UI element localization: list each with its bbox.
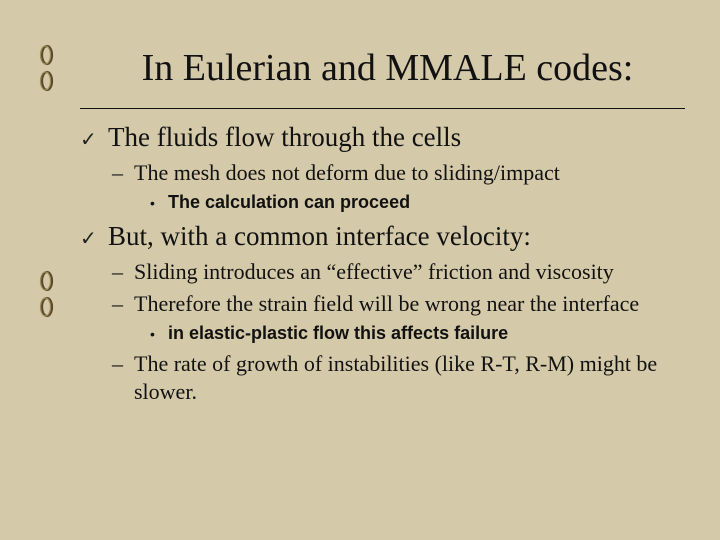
presentation-slide: In Eulerian and MMALE codes: ✓ The fluid…: [0, 0, 720, 540]
list-item-text: in elastic-plastic flow this affects fai…: [168, 322, 508, 345]
slide-body: ✓ The fluids flow through the cells – Th…: [80, 121, 685, 406]
list-item: • in elastic-plastic flow this affects f…: [150, 322, 685, 345]
binder-ring-icon: [38, 296, 54, 318]
list-item: – The rate of growth of instabilities (l…: [112, 350, 685, 406]
list-item-text: Therefore the strain field will be wrong…: [134, 290, 639, 318]
dash-icon: –: [112, 160, 134, 186]
binder-ring-icon: [38, 44, 54, 66]
check-icon: ✓: [80, 226, 108, 251]
list-item: – Sliding introduces an “effective” fric…: [112, 258, 685, 286]
binder-ring-icon: [38, 270, 54, 292]
list-item: ✓ But, with a common interface velocity:: [80, 220, 685, 254]
dash-icon: –: [112, 351, 134, 377]
dash-icon: –: [112, 291, 134, 317]
list-item-text: The mesh does not deform due to sliding/…: [134, 159, 560, 187]
list-item-text: The rate of growth of instabilities (lik…: [134, 350, 685, 406]
dot-icon: •: [150, 195, 168, 211]
list-item-text: But, with a common interface velocity:: [108, 220, 531, 254]
list-item-text: Sliding introduces an “effective” fricti…: [134, 258, 614, 286]
list-item-text: The fluids flow through the cells: [108, 121, 461, 155]
list-item: – The mesh does not deform due to slidin…: [112, 159, 685, 187]
dot-icon: •: [150, 326, 168, 342]
list-item-text: The calculation can proceed: [168, 191, 410, 214]
title-underline: [80, 108, 685, 109]
slide-title: In Eulerian and MMALE codes:: [90, 46, 685, 90]
binder-ring-icon: [38, 70, 54, 92]
dash-icon: –: [112, 259, 134, 285]
check-icon: ✓: [80, 127, 108, 152]
list-item: – Therefore the strain field will be wro…: [112, 290, 685, 318]
list-item: ✓ The fluids flow through the cells: [80, 121, 685, 155]
list-item: • The calculation can proceed: [150, 191, 685, 214]
binder-rings: [38, 0, 54, 540]
